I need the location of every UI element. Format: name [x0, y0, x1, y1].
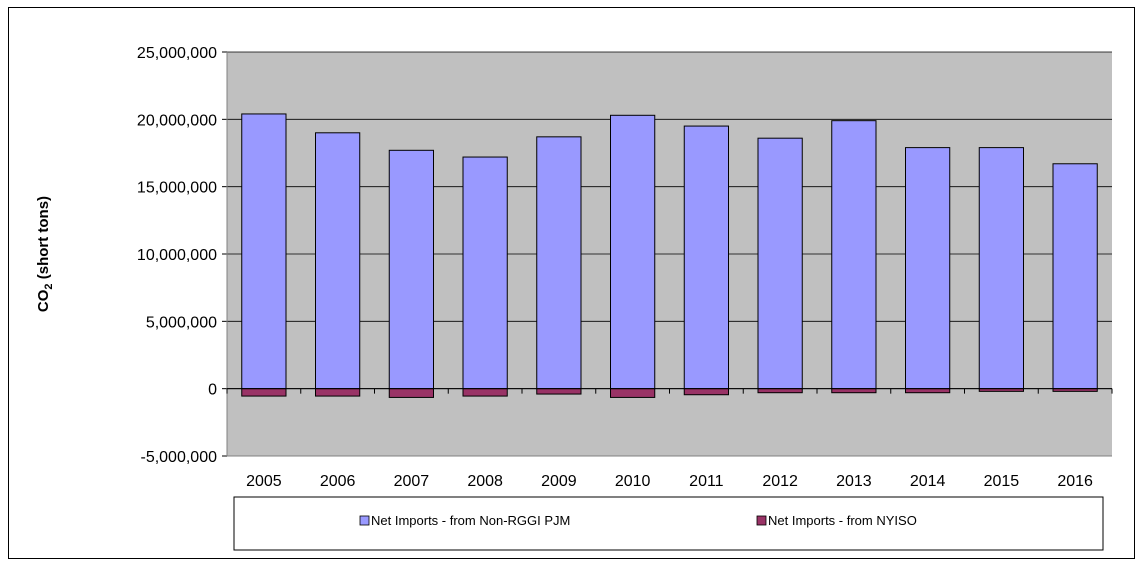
x-tick-label: 2013: [836, 473, 872, 490]
legend-swatch: [359, 515, 370, 526]
bar-nyiso-2010: [610, 388, 656, 398]
bar-nyiso-2012: [757, 388, 803, 394]
bar-pjm-2009: [536, 136, 582, 390]
legend-label: Net Imports - from Non-RGGI PJM: [371, 513, 570, 528]
bar-pjm-2011: [683, 125, 729, 390]
y-tick-label: 20,000,000: [137, 112, 217, 129]
y-axis-label: CO2 (short tons): [35, 196, 55, 312]
bar-nyiso-2008: [462, 388, 508, 397]
y-tick-label: -5,000,000: [140, 449, 217, 466]
bars: [241, 113, 1098, 398]
x-tick-label: 2006: [320, 473, 356, 490]
y-tick-label: 25,000,000: [137, 45, 217, 62]
x-tick-label: 2007: [394, 473, 430, 490]
bar-pjm-2007: [388, 149, 434, 390]
x-tick-label: 2014: [910, 473, 946, 490]
bar-nyiso-2007: [388, 388, 434, 398]
y-tick-label: 5,000,000: [146, 314, 217, 331]
bar-nyiso-2011: [683, 388, 729, 396]
y-tick-label: 0: [208, 382, 217, 399]
x-tick-label: 2012: [762, 473, 798, 490]
legend: Net Imports - from Non-RGGI PJM Net Impor…: [233, 496, 1104, 551]
x-tick-label: 2009: [541, 473, 577, 490]
bar-pjm-2012: [757, 137, 803, 390]
x-tick-label: 2016: [1057, 473, 1093, 490]
legend-box: [233, 496, 1104, 551]
x-tick-label: 2008: [467, 473, 503, 490]
bar-nyiso-2013: [831, 388, 877, 394]
axes: -5,000,000 0 5,000,000 10,000,000 15,000,000…: [137, 45, 1113, 490]
bar-nyiso-2006: [315, 388, 361, 397]
bar-pjm-2013: [831, 120, 877, 390]
bar-pjm-2005: [241, 113, 287, 390]
y-tick-label: 15,000,000: [137, 180, 217, 197]
bar-pjm-2015: [978, 147, 1024, 390]
bar-pjm-2006: [315, 132, 361, 390]
bar-pjm-2010: [610, 114, 656, 390]
x-tick-label: 2005: [246, 473, 282, 490]
bar-pjm-2008: [462, 156, 508, 390]
bar-nyiso-2009: [536, 388, 582, 395]
x-tick-label: 2010: [615, 473, 651, 490]
legend-label: Net Imports - from NYISO: [768, 513, 917, 528]
bar-nyiso-2005: [241, 388, 287, 397]
bar-pjm-2016: [1052, 163, 1098, 390]
legend-swatch: [756, 515, 767, 526]
bar-pjm-2014: [905, 147, 951, 390]
x-tick-label: 2011: [689, 473, 724, 490]
y-tick-label: 10,000,000: [137, 247, 217, 264]
x-tick-label: 2015: [984, 473, 1020, 490]
bar-nyiso-2014: [905, 388, 951, 394]
